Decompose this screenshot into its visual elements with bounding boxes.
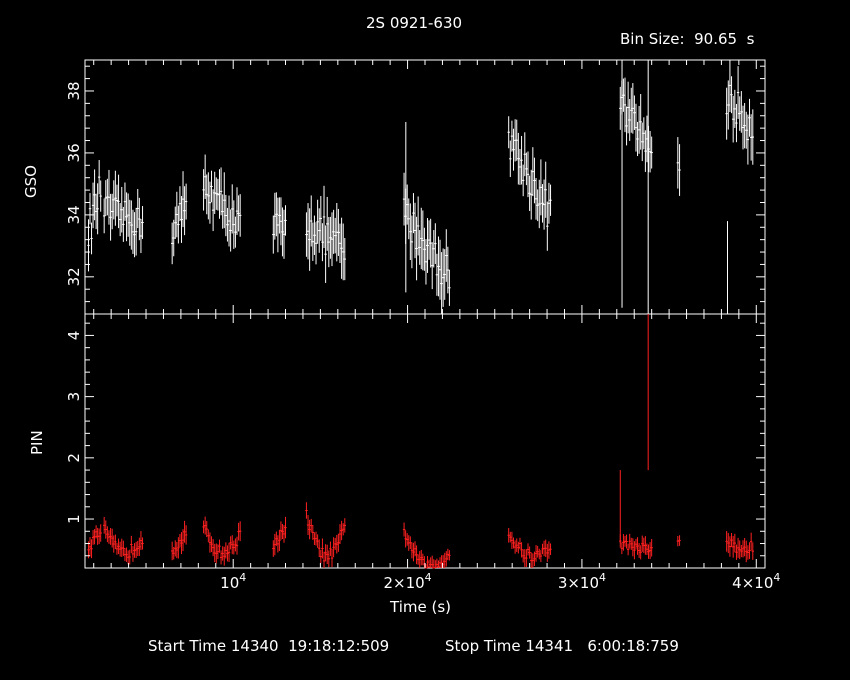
y-tick-label: 1 [65,514,83,524]
series-pin-segment [676,535,681,547]
series-pin-segment [87,524,102,559]
series-pin-segment [402,522,451,569]
y-tick-label: 34 [65,205,83,224]
x-tick-label: 104 [220,571,246,592]
series-gso-segment [272,192,287,259]
chart-title: 2S 0921-630 [366,14,463,32]
series-pin-segment [272,516,287,557]
pin-axis-label: PIN [28,430,46,455]
y-tick-label: 2 [65,453,83,463]
x-axis-label: Time (s) [390,598,451,616]
y-tick-label: 36 [65,143,83,162]
series-gso-segment [507,116,552,251]
series-pin-segment [507,527,552,568]
series-gso-segment [202,154,242,252]
panel-frame-pin [84,313,766,569]
series-pin-segment [170,520,188,561]
bin-size-label: Bin Size: 90.65 s [620,30,755,48]
series-gso-segment [725,60,754,165]
series-pin-segment [619,533,653,560]
y-tick-label: 4 [65,331,83,341]
panel-frame-gso [84,59,766,315]
series-gso-segment [402,172,451,314]
series-pin-segment [725,531,754,563]
gso-axis-label: GSO [22,165,40,198]
y-tick-label: 32 [65,267,83,286]
x-tick-label: 3×104 [558,571,606,592]
start-time-label: Start Time 14340 19:18:12:509 [148,637,390,655]
series-gso-segment [170,171,188,265]
y-tick-label: 3 [65,392,83,402]
series-gso-segment [676,137,681,196]
series-pin-segment [202,516,242,566]
series-gso-segment [102,169,144,258]
series-pin-segment [102,516,144,565]
x-tick-label: 2×104 [383,571,431,592]
series-gso-segment [87,160,102,272]
series-pin-segment [305,502,346,568]
data-points [87,60,754,569]
stop-time-label: Stop Time 14341 6:00:18:759 [445,637,679,655]
series-gso-segment [305,185,346,283]
y-tick-label: 38 [65,81,83,100]
x-tick-label: 4×104 [732,571,780,592]
series-gso-segment [619,77,653,173]
